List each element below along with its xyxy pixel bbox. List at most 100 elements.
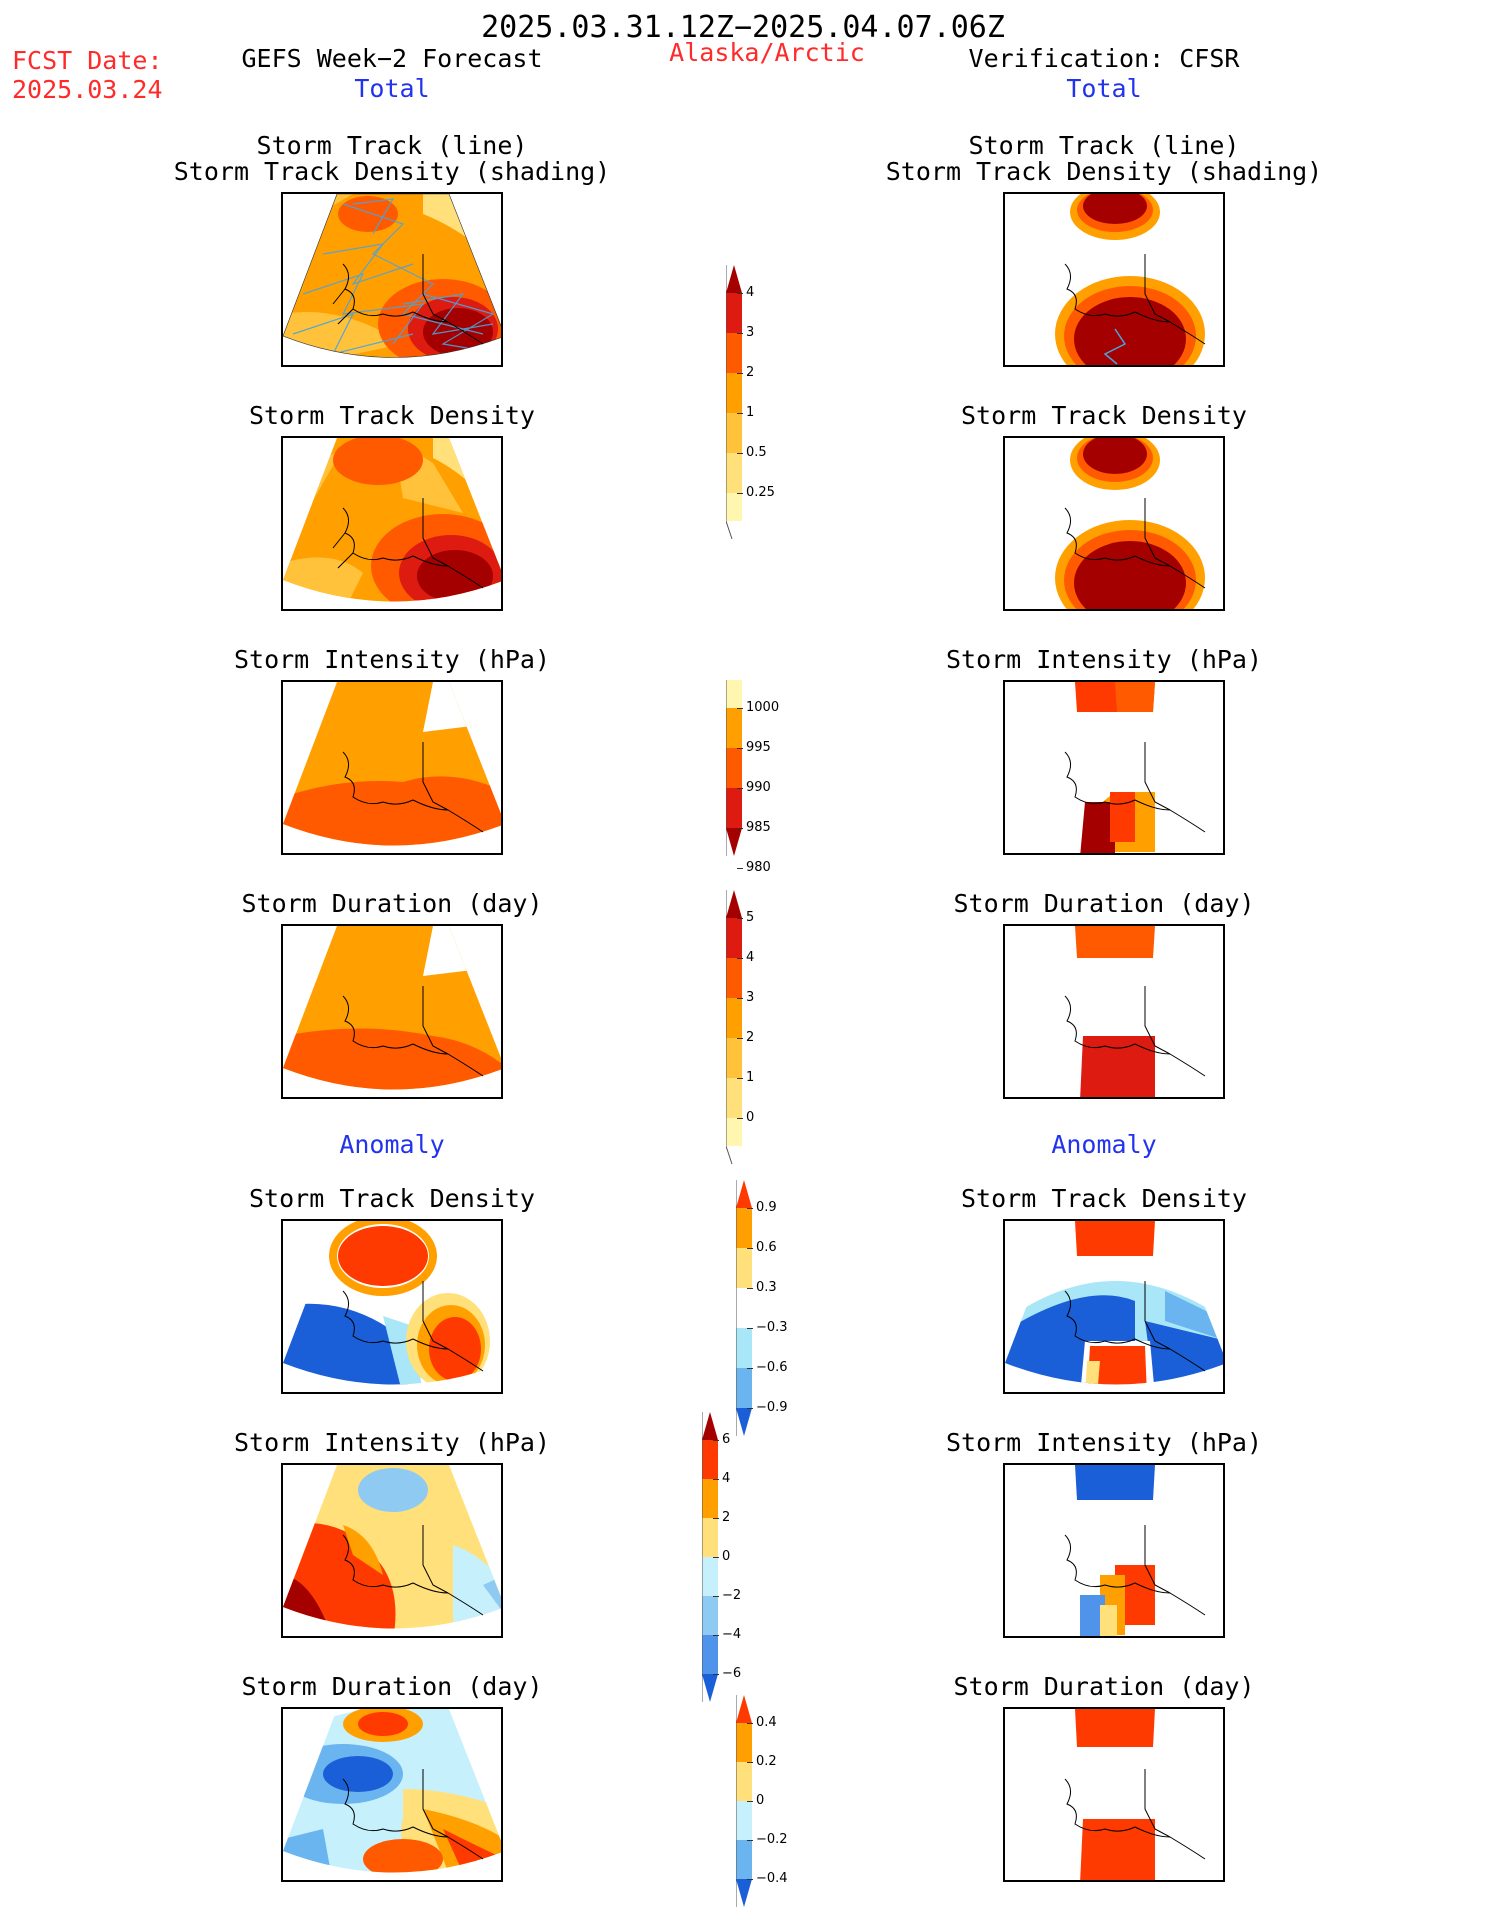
colorbar-tick-label: 5 (746, 910, 755, 925)
colorbar-tick-mark (737, 748, 743, 749)
colorbar-segment (736, 1695, 752, 1723)
colorbar-tick-mark (747, 1801, 753, 1802)
colorbar-segment (736, 1368, 752, 1408)
colorbar-tick-mark (747, 1288, 753, 1289)
region-title: Alaska/Arctic (669, 38, 865, 67)
cfsr-anom-duration-map (1003, 1707, 1225, 1882)
colorbar-tick-label: −6 (722, 1666, 742, 1681)
colorbar-tick-mark (737, 493, 743, 494)
colorbar-segment (736, 1180, 752, 1208)
colorbar-tick-label: 0.9 (756, 1200, 777, 1215)
fcst-label: FCST Date: (12, 46, 163, 75)
colorbar-segment (726, 493, 742, 521)
left-track-shading-title: Storm Track Density (shading) (173, 157, 611, 186)
colorbar-tick-mark (737, 998, 743, 999)
left-anom-intensity-title: Storm Intensity (hPa) (233, 1428, 551, 1457)
colorbar-tick-label: 3 (746, 325, 755, 340)
gefs-anom-intensity-map (281, 1463, 503, 1638)
colorbar-tick-mark (737, 1078, 743, 1079)
colorbar-tick-label: 980 (746, 860, 771, 875)
right-anomaly-label: Anomaly (1051, 1130, 1157, 1159)
colorbar-tick-mark (713, 1518, 719, 1519)
left-density-title: Storm Track Density (249, 401, 535, 430)
colorbar-segment (702, 1412, 718, 1440)
colorbar-tick-mark (737, 453, 743, 454)
gefs-anom-duration-map (281, 1707, 503, 1882)
right-track-shading-title: Storm Track Density (shading) (885, 157, 1323, 186)
colorbar-tick-mark (737, 788, 743, 789)
right-total-label: Total (1066, 74, 1142, 103)
colorbar-segment (736, 1248, 752, 1288)
colorbar-tick-mark (737, 868, 743, 869)
colorbar-segment (726, 788, 742, 828)
colorbar-tick-mark (737, 333, 743, 334)
colorbar-segment (726, 453, 742, 493)
left-anom-density-title: Storm Track Density (249, 1184, 535, 1213)
colorbar-segment (702, 1518, 718, 1557)
colorbar-tick-mark (737, 413, 743, 414)
right-anom-intensity-title: Storm Intensity (hPa) (945, 1428, 1263, 1457)
colorbar-tick-mark (737, 708, 743, 709)
colorbar-segment (736, 1723, 752, 1762)
colorbar-tick-label: 0.25 (746, 485, 775, 500)
colorbar-tick-mark (747, 1208, 753, 1209)
colorbar-segment (726, 958, 742, 998)
colorbar-segment (726, 890, 742, 918)
cfsr-anom-intensity-map (1003, 1463, 1225, 1638)
right-column-title: Verification: CFSR (968, 44, 1240, 73)
colorbar-segment (736, 1840, 752, 1879)
colorbar-segment (702, 1674, 718, 1702)
colorbar-tick-mark (737, 918, 743, 919)
colorbar-segment (726, 1038, 742, 1078)
colorbar-tick-mark (713, 1440, 719, 1441)
colorbar-tick-mark (737, 373, 743, 374)
colorbar-segment (726, 265, 742, 293)
colorbar-tick-label: 0.2 (756, 1754, 777, 1769)
colorbar-segment (702, 1596, 718, 1635)
colorbar-tick-label: −0.2 (756, 1832, 788, 1847)
colorbar-tick-label: 0 (722, 1549, 731, 1564)
gefs-duration-map (281, 924, 503, 1099)
cfsr-density-map (1003, 436, 1225, 611)
colorbar-tick-label: 0.4 (756, 1715, 777, 1730)
left-duration-title: Storm Duration (day) (241, 889, 543, 918)
colorbar-tick-label: 0 (746, 1110, 755, 1125)
colorbar-tick-label: 990 (746, 780, 771, 795)
colorbar-tick-label: −0.6 (756, 1360, 788, 1375)
colorbar-tick-label: 1 (746, 1070, 755, 1085)
colorbar-tick-mark (713, 1479, 719, 1480)
colorbar-tick-label: 4 (746, 285, 755, 300)
colorbar-tick-label: 2 (746, 365, 755, 380)
right-anom-duration-title: Storm Duration (day) (953, 1672, 1255, 1701)
colorbar-segment (702, 1440, 718, 1479)
right-density-title: Storm Track Density (961, 401, 1247, 430)
colorbar-segment (726, 918, 742, 958)
colorbar-tick-label: 995 (746, 740, 771, 755)
colorbar-tick-mark (737, 1118, 743, 1119)
colorbar-tick-label: 2 (722, 1510, 731, 1525)
colorbar-tick-label: −0.3 (756, 1320, 788, 1335)
cfsr-track-density-map (1003, 192, 1225, 367)
left-anom-duration-title: Storm Duration (day) (241, 1672, 543, 1701)
colorbar-tick-label: 1 (746, 405, 755, 420)
colorbar-tick-mark (747, 1248, 753, 1249)
colorbar-tick-label: 4 (722, 1471, 731, 1486)
colorbar-segment (726, 333, 742, 373)
colorbar-tick-mark (737, 828, 743, 829)
colorbar-tick-mark (747, 1762, 753, 1763)
left-anomaly-label: Anomaly (339, 1130, 445, 1159)
colorbar-tick-label: 0.3 (756, 1280, 777, 1295)
colorbar-segment (726, 680, 742, 708)
right-anom-density-title: Storm Track Density (961, 1184, 1247, 1213)
colorbar-segment (736, 1208, 752, 1248)
colorbar-tick-mark (747, 1723, 753, 1724)
colorbar-segment (726, 828, 742, 856)
colorbar-tick-label: 6 (722, 1432, 731, 1447)
colorbar-tick-mark (747, 1840, 753, 1841)
colorbar-tick-label: 3 (746, 990, 755, 1005)
colorbar-segment (736, 1801, 752, 1840)
cfsr-intensity-map (1003, 680, 1225, 855)
colorbar-segment (736, 1288, 752, 1328)
colorbar-segment (736, 1408, 752, 1436)
colorbar-segment (726, 708, 742, 748)
